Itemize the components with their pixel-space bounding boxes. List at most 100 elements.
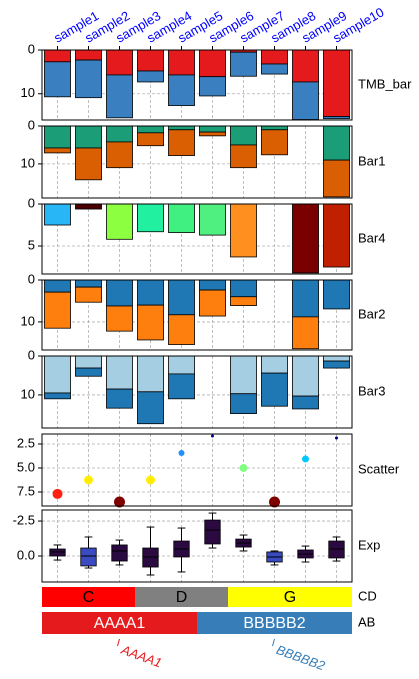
- bar: [168, 74, 195, 106]
- bar: [230, 125, 257, 146]
- panel-label: Bar1: [358, 153, 385, 168]
- y-tick-label: 2.5: [17, 435, 35, 450]
- bar: [106, 49, 133, 76]
- annotation-label: G: [284, 589, 296, 606]
- box: [49, 548, 66, 557]
- bar: [261, 125, 288, 131]
- bar: [199, 131, 226, 137]
- panel-frame: [41, 279, 353, 351]
- bar: [261, 63, 288, 75]
- y-tick-label: 0: [28, 347, 35, 362]
- bar: [292, 279, 319, 318]
- annotation-label: AAAA1: [94, 615, 146, 632]
- bar: [44, 61, 71, 98]
- bar: [137, 49, 164, 72]
- y-tick-label: 0: [28, 271, 35, 286]
- y-tick-label: 0.0: [17, 547, 35, 562]
- panel-frame: [41, 125, 353, 199]
- bar: [106, 125, 133, 143]
- annotation-block: [42, 587, 135, 607]
- panel-frame: [41, 49, 353, 121]
- bar: [292, 81, 319, 120]
- y-tick-label: 10: [21, 386, 35, 401]
- bar: [323, 116, 350, 120]
- point: [239, 463, 248, 472]
- y-tick-label: 0: [28, 195, 35, 210]
- bar: [106, 74, 133, 119]
- bar: [168, 129, 195, 156]
- bar: [75, 59, 102, 99]
- bar: [230, 51, 257, 77]
- bar: [199, 76, 226, 97]
- point: [146, 475, 155, 485]
- bar: [44, 125, 71, 149]
- bar: [137, 391, 164, 425]
- bar: [106, 355, 133, 390]
- bar: [137, 355, 164, 393]
- panel-label: Exp: [358, 537, 380, 552]
- point: [302, 455, 309, 463]
- y-tick-label: 5.0: [17, 459, 35, 474]
- bar: [199, 125, 226, 133]
- bar: [199, 289, 226, 317]
- bar: [75, 367, 102, 377]
- bar: [44, 291, 71, 329]
- point: [114, 496, 125, 508]
- bar: [168, 355, 195, 375]
- annotation-block: [197, 612, 352, 634]
- legend-tick: [117, 638, 120, 647]
- bar: [230, 279, 257, 298]
- y-tick-label: 10: [21, 313, 35, 328]
- bar: [230, 296, 257, 306]
- bar: [137, 203, 164, 233]
- bar: [106, 203, 133, 240]
- bar: [323, 355, 350, 362]
- bar: [44, 392, 71, 400]
- bar: [106, 305, 133, 332]
- box: [204, 519, 221, 545]
- bar: [44, 49, 71, 63]
- legend-label: BBBBB2: [274, 642, 327, 674]
- bar: [323, 360, 350, 369]
- box: [142, 547, 159, 568]
- point: [178, 450, 185, 457]
- point: [52, 488, 63, 499]
- y-tick-label: 10: [21, 85, 35, 100]
- panel-label: Scatter: [358, 461, 400, 476]
- bar: [75, 286, 102, 303]
- panel-label: Bar2: [358, 306, 385, 321]
- panel-label: Bar3: [358, 383, 385, 398]
- bar: [168, 125, 195, 131]
- bar: [137, 132, 164, 147]
- bar: [199, 279, 226, 291]
- y-tick-label: 7.5: [17, 483, 35, 498]
- y-tick-label: 0: [28, 117, 35, 132]
- bar: [292, 316, 319, 350]
- bar: [75, 147, 102, 181]
- bar: [230, 355, 257, 395]
- bar: [292, 355, 319, 397]
- bar: [199, 49, 226, 78]
- panel-frame: [41, 509, 353, 583]
- point: [335, 436, 338, 440]
- bar: [75, 355, 102, 369]
- bar: [137, 304, 164, 341]
- bar: [75, 49, 102, 61]
- box: [80, 547, 97, 567]
- bar: [168, 49, 195, 76]
- panel-frame: [41, 433, 353, 507]
- bar: [323, 125, 350, 161]
- bar: [168, 314, 195, 345]
- bar: [261, 355, 288, 374]
- bar: [137, 279, 164, 306]
- bar: [323, 49, 350, 117]
- annotation-block: [228, 587, 352, 607]
- panel-label: AB: [358, 614, 375, 629]
- bar: [44, 355, 71, 394]
- annotation-block: [135, 587, 228, 607]
- bar: [75, 203, 102, 210]
- bar: [168, 279, 195, 316]
- panel-label: Bar4: [358, 230, 385, 245]
- bar: [323, 159, 350, 198]
- bar: [230, 393, 257, 414]
